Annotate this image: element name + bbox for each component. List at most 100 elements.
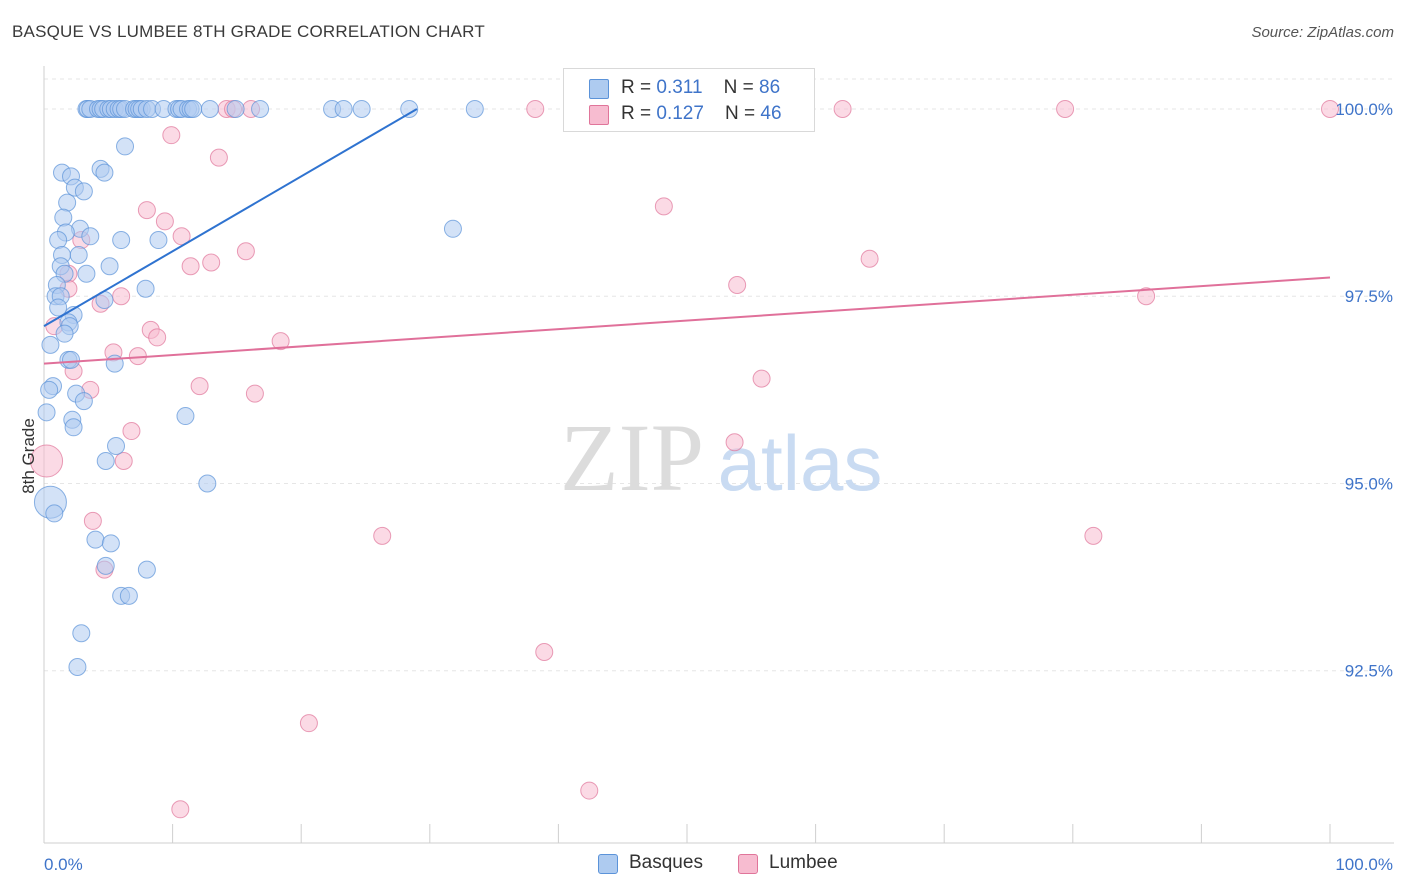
data-point-basques bbox=[116, 137, 135, 156]
legend-n-value: 86 bbox=[759, 77, 781, 98]
data-point-basques bbox=[81, 227, 100, 246]
data-point-lumbee bbox=[148, 328, 167, 347]
data-point-lumbee bbox=[580, 781, 599, 800]
data-point-lumbee bbox=[30, 444, 64, 478]
data-point-basques bbox=[100, 257, 119, 276]
axes bbox=[43, 66, 1394, 844]
data-point-basques bbox=[400, 99, 419, 118]
y-axis-label: 8th Grade bbox=[19, 418, 38, 494]
data-point-basques bbox=[41, 335, 60, 354]
data-point-basques bbox=[74, 182, 93, 201]
watermark-atlas: atlas bbox=[718, 419, 883, 507]
data-point-basques bbox=[49, 231, 68, 250]
data-point-lumbee bbox=[190, 377, 209, 396]
legend-n-label: N = bbox=[723, 77, 760, 98]
data-point-basques bbox=[107, 437, 126, 456]
legend-label-lumbee: Lumbee bbox=[769, 852, 838, 873]
data-point-lumbee bbox=[535, 643, 554, 661]
data-point-lumbee bbox=[245, 384, 264, 403]
trend-lines bbox=[43, 108, 1331, 365]
data-point-lumbee bbox=[114, 452, 133, 470]
data-point-lumbee bbox=[299, 714, 318, 733]
legend-swatch-lumbee bbox=[589, 105, 609, 125]
data-point-basques bbox=[334, 99, 353, 118]
data-point-basques bbox=[200, 99, 219, 118]
data-point-lumbee bbox=[155, 212, 174, 231]
data-point-basques bbox=[226, 99, 245, 118]
data-point-lumbee bbox=[202, 253, 221, 272]
legend-label-basques: Basques bbox=[629, 852, 703, 873]
legend-swatch-lumbee bbox=[738, 854, 758, 874]
data-point-basques bbox=[69, 246, 88, 265]
data-point-lumbee bbox=[654, 197, 673, 216]
data-point-lumbee bbox=[271, 332, 290, 351]
y-tick-label: 92.5% bbox=[1345, 662, 1393, 681]
legend-r-label: R = bbox=[621, 103, 657, 124]
data-point-basques bbox=[45, 504, 64, 523]
x-tick-label: 0.0% bbox=[44, 855, 83, 874]
data-point-basques bbox=[55, 324, 74, 343]
data-point-lumbee bbox=[162, 126, 181, 145]
data-point-basques bbox=[96, 556, 115, 575]
data-point-lumbee bbox=[209, 148, 228, 167]
watermark: ZIP atlas bbox=[560, 404, 882, 511]
data-point-basques bbox=[251, 99, 270, 118]
grid-lines bbox=[44, 78, 1394, 672]
data-point-basques bbox=[37, 403, 56, 422]
y-tick-label: 95.0% bbox=[1345, 474, 1393, 493]
data-point-lumbee bbox=[1137, 287, 1156, 306]
y-tick-label: 97.5% bbox=[1345, 287, 1393, 306]
data-point-lumbee bbox=[833, 99, 852, 118]
data-point-basques bbox=[101, 534, 120, 553]
y-tick-label: 100.0% bbox=[1335, 100, 1393, 119]
data-point-basques bbox=[68, 657, 87, 676]
data-point-basques bbox=[74, 392, 93, 411]
source-label: Source: ZipAtlas.com bbox=[1251, 24, 1394, 41]
data-point-lumbee bbox=[728, 275, 747, 294]
legend-r-label: R = bbox=[621, 77, 657, 98]
legend-n-label: N = bbox=[725, 103, 761, 124]
x-tick-label: 100.0% bbox=[1335, 855, 1393, 874]
data-point-lumbee bbox=[1056, 99, 1075, 118]
y-tick-labels: 92.5% 95.0% 97.5% 100.0% bbox=[1335, 100, 1393, 681]
data-point-basques bbox=[443, 219, 462, 238]
data-point-basques bbox=[72, 624, 91, 643]
data-point-basques bbox=[184, 99, 203, 118]
correlation-legend: R = 0.311 N = 86 R = 0.127 N = 46 bbox=[563, 68, 815, 132]
data-point-lumbee bbox=[752, 369, 771, 388]
trend-line-basques bbox=[43, 108, 418, 328]
data-point-lumbee bbox=[373, 526, 392, 545]
data-point-basques bbox=[54, 208, 73, 227]
data-point-basques bbox=[198, 474, 217, 493]
data-point-basques bbox=[176, 407, 195, 426]
data-point-lumbee bbox=[1084, 526, 1103, 545]
data-point-lumbee bbox=[122, 422, 141, 441]
data-point-basques bbox=[352, 99, 371, 118]
data-point-basques bbox=[96, 452, 115, 470]
data-point-lumbee bbox=[526, 99, 545, 118]
data-point-lumbee bbox=[137, 201, 156, 220]
chart-title: BASQUE VS LUMBEE 8TH GRADE CORRELATION C… bbox=[12, 22, 485, 41]
data-point-lumbee bbox=[83, 511, 102, 530]
trend-line-lumbee bbox=[43, 276, 1331, 365]
data-point-lumbee bbox=[181, 257, 200, 276]
data-point-basques bbox=[137, 560, 156, 579]
data-point-basques bbox=[119, 586, 138, 605]
legend-n-value: 46 bbox=[760, 103, 782, 124]
data-point-basques bbox=[77, 264, 96, 283]
x-tick-labels: 0.0% 100.0% bbox=[44, 855, 1393, 874]
legend-r-value: 0.311 bbox=[656, 77, 703, 98]
data-point-basques bbox=[112, 231, 131, 250]
legend-swatch-basques bbox=[589, 79, 609, 99]
data-point-basques bbox=[49, 298, 68, 317]
data-point-basques bbox=[86, 530, 105, 549]
legend-swatch-basques bbox=[598, 854, 618, 874]
data-point-lumbee bbox=[1321, 99, 1339, 118]
data-point-basques bbox=[95, 163, 114, 182]
data-point-basques bbox=[62, 350, 81, 369]
data-point-basques bbox=[40, 380, 59, 399]
data-point-lumbee bbox=[236, 242, 255, 261]
data-point-basques bbox=[465, 99, 484, 118]
data-point-basques bbox=[136, 279, 155, 298]
data-point-lumbee bbox=[725, 433, 744, 452]
